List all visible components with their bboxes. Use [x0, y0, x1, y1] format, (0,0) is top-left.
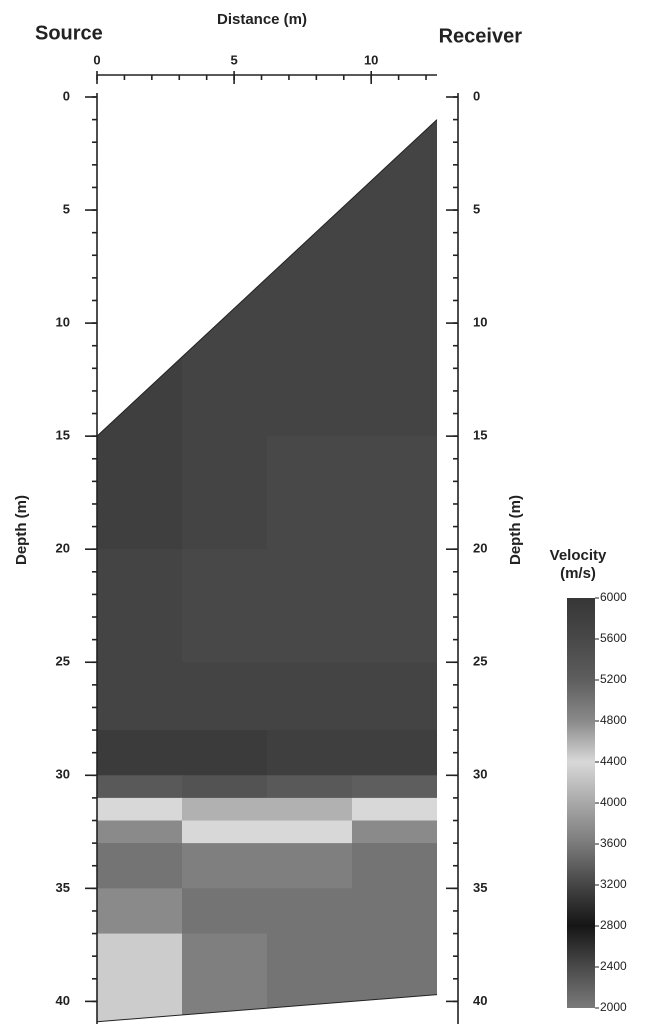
velocity-cell: [267, 888, 353, 935]
velocity-cell: [267, 933, 353, 1022]
velocity-cell: [97, 730, 183, 776]
velocity-cell: [352, 119, 437, 211]
velocity-cell: [352, 843, 437, 889]
velocity-cell: [182, 730, 268, 776]
velocity-cell: [182, 119, 268, 211]
colorbar-tick-label: 5200: [600, 672, 627, 686]
velocity-cell: [352, 775, 437, 799]
colorbar-tick-label: 4000: [600, 795, 627, 809]
y-tick-label: 30: [56, 767, 70, 782]
y-tick-label: 40: [56, 993, 70, 1008]
x-tick-label: 10: [364, 52, 378, 67]
colorbar-tick-label: 3200: [600, 877, 627, 891]
velocity-cell: [97, 820, 183, 844]
colorbar-tick-label: 2000: [600, 1000, 627, 1014]
colorbar-tick-label: 4400: [600, 754, 627, 768]
velocity-cell: [182, 323, 268, 437]
y-axis-title: Depth (m): [13, 495, 30, 565]
y-tick-label-right: 25: [473, 654, 487, 669]
velocity-cell: [352, 888, 437, 935]
y-tick-label: 35: [56, 880, 70, 895]
colorbar-tick-label: 3600: [600, 836, 627, 850]
velocity-cell: [182, 820, 268, 844]
velocity-cell: [352, 730, 437, 776]
velocity-cell: [352, 210, 437, 324]
velocity-cell: [182, 549, 268, 663]
velocity-cell: [267, 436, 353, 550]
velocity-cell: [97, 797, 183, 822]
velocity-cell: [97, 775, 183, 799]
velocity-cell: [267, 797, 353, 822]
velocity-cell: [267, 119, 353, 211]
y-tick-label-right: 35: [473, 880, 487, 895]
velocity-cell: [267, 549, 353, 663]
colorbar: [567, 598, 595, 1008]
velocity-cell: [97, 210, 183, 324]
velocity-cell: [267, 730, 353, 776]
y-tick-label: 15: [56, 428, 70, 443]
velocity-cell: [97, 549, 183, 663]
velocity-cell: [352, 820, 437, 844]
velocity-cell: [352, 933, 437, 1022]
colorbar-title: Velocity: [550, 547, 607, 564]
x-tick-label: 0: [93, 52, 100, 67]
tomogram: [97, 119, 437, 1022]
colorbar-tick-label: 2400: [600, 959, 627, 973]
velocity-cell: [97, 436, 183, 550]
velocity-cell: [267, 210, 353, 324]
velocity-cell: [352, 323, 437, 437]
velocity-cell: [97, 888, 183, 935]
velocity-cell: [352, 436, 437, 550]
colorbar-tick-label: 2800: [600, 918, 627, 932]
velocity-cell: [97, 933, 183, 1022]
colorbar-tick-label: 4800: [600, 713, 627, 727]
y-tick-label-right: 5: [473, 201, 480, 216]
y-tick-label-right: 10: [473, 315, 487, 330]
y-tick-label-right: 20: [473, 541, 487, 556]
velocity-cell: [352, 662, 437, 731]
velocity-cell: [97, 119, 183, 211]
velocity-cell: [97, 323, 183, 437]
y-tick-label: 10: [56, 315, 70, 330]
colorbar-units: (m/s): [560, 565, 596, 582]
velocity-cell: [97, 662, 183, 731]
velocity-cell: [267, 820, 353, 844]
x-tick-label: 5: [230, 52, 237, 67]
y-tick-label: 0: [63, 88, 70, 103]
y-axis-title-right: Depth (m): [507, 495, 524, 565]
model-boundary: [96, 994, 438, 1023]
velocity-cell: [267, 775, 353, 799]
source-label: Source: [35, 22, 103, 44]
y-tick-label-right: 0: [473, 88, 480, 103]
velocity-cell: [182, 775, 268, 799]
velocity-cell: [182, 843, 268, 889]
velocity-cell: [352, 797, 437, 822]
model-boundary: [96, 119, 438, 437]
velocity-cell: [182, 436, 268, 550]
velocity-cell: [182, 210, 268, 324]
colorbar-tick-label: 6000: [600, 590, 627, 604]
velocity-cell: [267, 323, 353, 437]
velocity-cell: [267, 662, 353, 731]
velocity-cell: [182, 888, 268, 935]
x-axis-title: Distance (m): [217, 11, 307, 28]
y-tick-label: 5: [63, 201, 70, 216]
y-tick-label-right: 15: [473, 428, 487, 443]
y-tick-label: 25: [56, 654, 70, 669]
velocity-cell: [182, 933, 268, 1022]
y-tick-label-right: 30: [473, 767, 487, 782]
y-tick-label: 20: [56, 541, 70, 556]
receiver-label: Receiver: [439, 25, 523, 47]
velocity-cell: [182, 797, 268, 822]
y-tick-label-right: 40: [473, 993, 487, 1008]
velocity-cell: [97, 843, 183, 889]
velocity-cell: [352, 549, 437, 663]
velocity-cell: [267, 843, 353, 889]
velocity-cell: [182, 662, 268, 731]
colorbar-tick-label: 5600: [600, 631, 627, 645]
